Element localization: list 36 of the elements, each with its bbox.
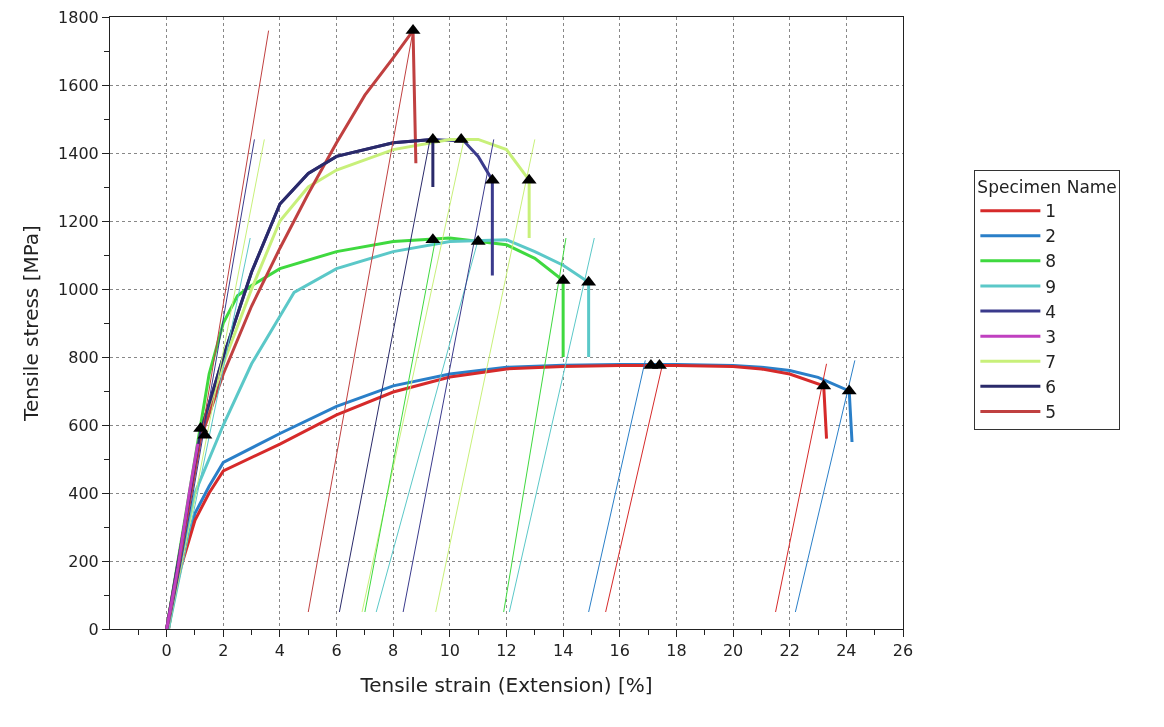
- legend-title: Specimen Name: [977, 177, 1117, 198]
- legend-label: 6: [1045, 376, 1057, 397]
- y-tick-label: 1800: [58, 7, 99, 27]
- y-tick-label: 1200: [58, 211, 99, 231]
- legend-label: 9: [1045, 276, 1057, 297]
- y-tick-label: 200: [68, 551, 99, 571]
- y-tick-label: 800: [68, 347, 99, 367]
- x-tick-label: 8: [388, 641, 399, 661]
- y-tick-label: 0: [88, 619, 99, 639]
- y-tick-label: 600: [68, 415, 99, 435]
- x-tick-label: 20: [722, 641, 744, 661]
- legend-label: 1: [1045, 201, 1057, 222]
- x-tick-label: 14: [552, 641, 574, 661]
- x-tick-label: 26: [892, 641, 914, 661]
- legend-label: 3: [1045, 326, 1057, 347]
- legend-label: 2: [1045, 226, 1057, 247]
- legend-label: 8: [1045, 251, 1057, 272]
- x-tick-label: 22: [779, 641, 800, 661]
- x-tick-label: 18: [666, 641, 687, 661]
- x-tick-label: 6: [331, 641, 342, 661]
- y-tick-label: 1600: [58, 75, 99, 95]
- y-tick-label: 400: [68, 483, 99, 503]
- legend-label: 4: [1045, 301, 1057, 322]
- x-tick-label: 4: [274, 641, 286, 661]
- x-tick-label: 16: [609, 641, 630, 661]
- y-tick-label: 1400: [58, 143, 99, 163]
- x-tick-label: 24: [836, 641, 857, 661]
- y-axis-title: Tensile stress [MPa]: [18, 225, 43, 422]
- x-tick-label: 12: [496, 641, 517, 661]
- x-tick-label: 10: [439, 641, 461, 661]
- x-tick-label: 0: [161, 641, 172, 661]
- x-tick-label: 2: [218, 641, 229, 661]
- legend-label: 5: [1045, 402, 1057, 423]
- legend-label: 7: [1045, 351, 1057, 372]
- y-tick-label: 1000: [58, 279, 99, 299]
- x-axis-title: Tensile strain (Extension) [%]: [359, 672, 653, 697]
